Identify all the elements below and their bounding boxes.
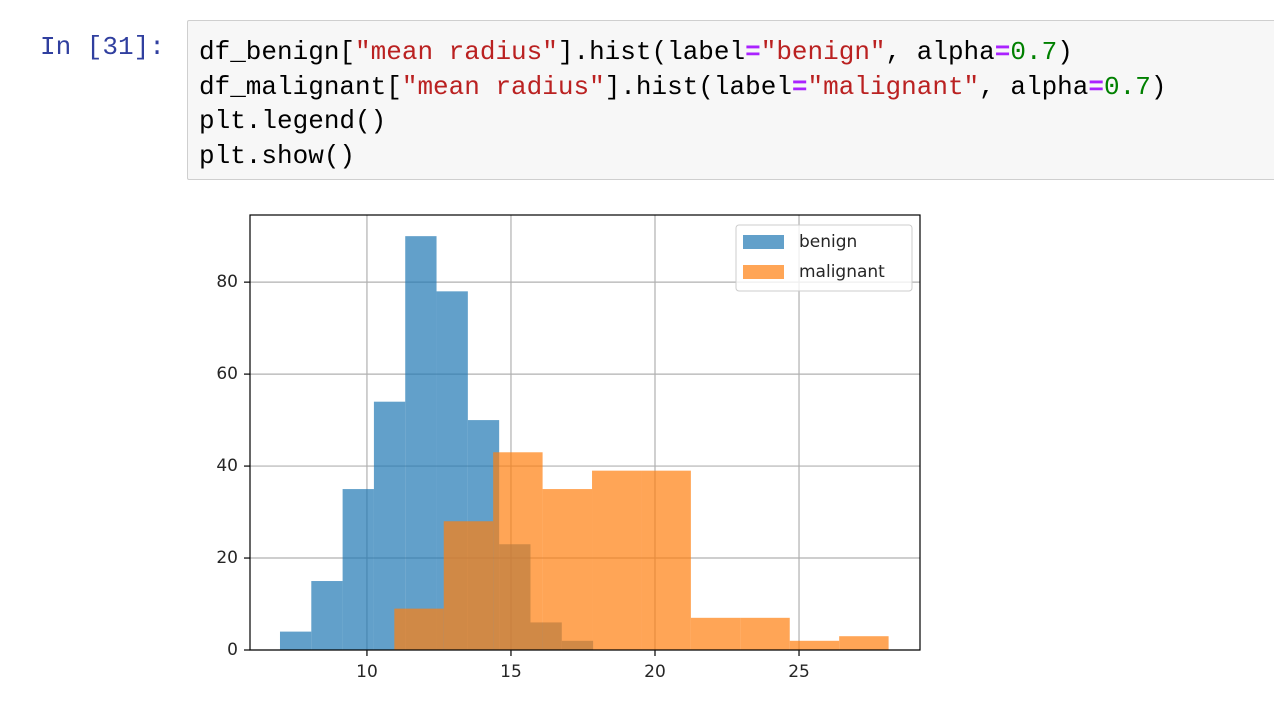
y-tick-label: 60 [216,364,238,384]
histogram-bar [311,581,343,650]
axes-frame [249,214,921,651]
histogram-bar [405,236,437,650]
legend-label: malignant [799,262,885,282]
y-tick-label: 80 [216,272,238,292]
histogram-bar [394,608,444,650]
legend-swatch [743,235,784,249]
x-tick-label: 15 [500,662,522,682]
histogram-bar [641,470,691,650]
histogram-bar [342,489,374,650]
code-line: df_benign["mean radius"].hist(label="ben… [199,37,1073,67]
y-tick-label: 20 [216,548,238,568]
histogram-bar [839,636,889,650]
code-line: plt.show() [199,140,356,171]
legend-label: benign [799,232,857,252]
code-line: df_malignant["mean radius"].hist(label="… [199,71,1167,102]
y-tick-label: 0 [227,640,238,660]
legend: benign malignant [735,224,913,292]
histogram-bar [592,470,642,650]
code-line: plt.legend() [199,106,387,136]
y-tick-label: 40 [216,456,238,476]
histogram-bar [789,640,840,650]
legend-swatch [743,265,784,279]
x-tick-label: 20 [644,662,666,682]
histogram-bar [740,617,790,650]
histogram-bar [690,617,741,650]
x-tick-label: 10 [356,662,378,682]
histogram-bar [542,489,593,650]
code-cell[interactable]: df_benign["mean radius"].hist(label="ben… [187,20,1274,180]
x-tick-label: 25 [788,662,810,682]
histogram-bar [279,631,312,650]
cell-prompt: In [31]: [40,32,165,62]
histogram-bar [443,521,494,650]
histogram-bar [493,452,543,650]
